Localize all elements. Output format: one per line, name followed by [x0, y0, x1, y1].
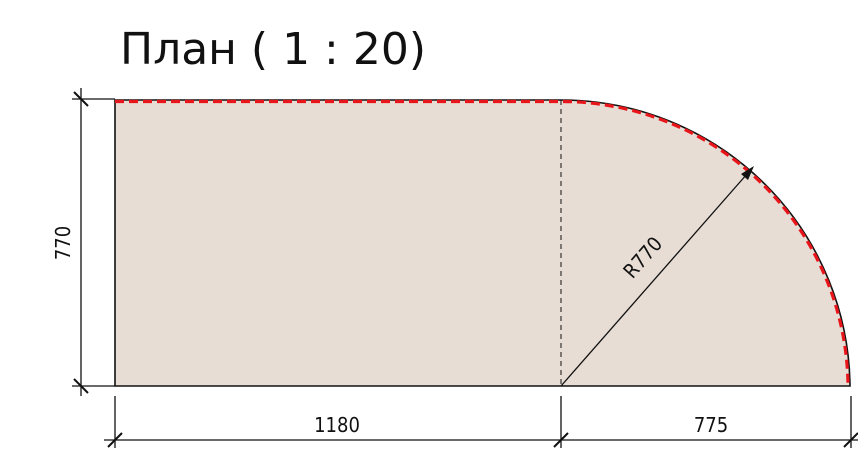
- radius-arrowhead: [741, 166, 754, 180]
- height-label: 770: [51, 226, 75, 260]
- plan-title: План ( 1 : 20): [120, 24, 426, 75]
- countertop-shape: [114, 99, 851, 387]
- width-dimensions: 1180 775: [104, 396, 858, 448]
- edge-highlight: [115, 99, 850, 387]
- width-straight-label: 1180: [314, 413, 360, 437]
- width-round-label: 775: [694, 413, 728, 437]
- height-dimension: 770: [51, 88, 115, 396]
